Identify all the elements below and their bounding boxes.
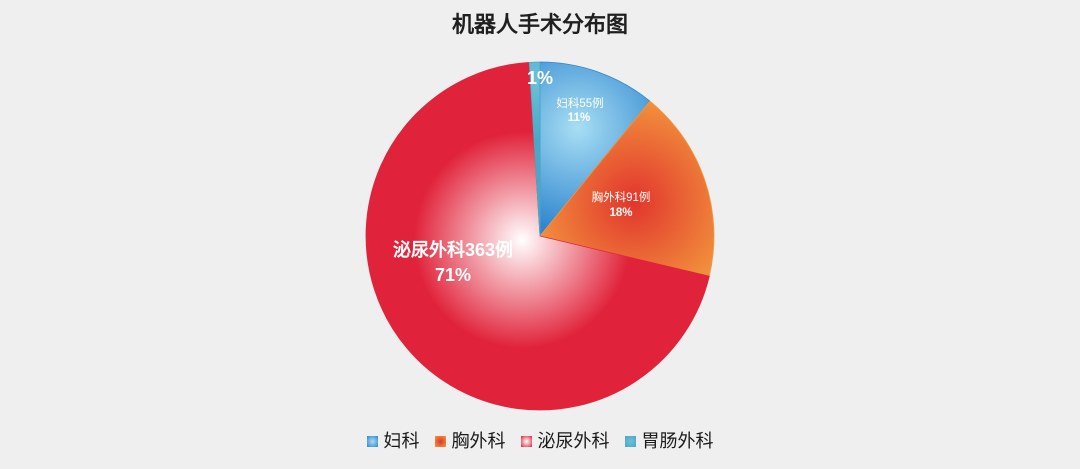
legend-label-gastrointestinal-surgery: 胃肠外科 [641, 431, 714, 451]
legend-marker-gastrointestinal-surgery [624, 435, 636, 447]
data-labels: 妇科55例 11% 胸外科91例 18% 泌尿外科363例 71% 1% [393, 68, 650, 285]
data-label-gastrointestinal-surgery-percent: 1% [527, 68, 553, 88]
pie-slice-thoracic-surgery [539, 100, 715, 277]
legend-label-thoracic-surgery: 胸外科 [451, 431, 506, 451]
legend-item-urology: 泌尿外科 [520, 429, 610, 453]
legend-marker-thoracic-surgery [434, 435, 446, 447]
data-label-thoracic-surgery-percent: 18% [609, 207, 632, 219]
data-label-urology-name: 泌尿外科363例 [393, 239, 513, 260]
pie-slice-gastrointestinal-surgery [528, 61, 541, 237]
legend-item-gynecology: 妇科 [366, 429, 420, 453]
legend-item-thoracic-surgery: 胸外科 [434, 429, 506, 453]
pie-slice-gynecology [539, 61, 651, 238]
legend-item-gastrointestinal-surgery: 胃肠外科 [624, 429, 714, 453]
pie-slices [365, 61, 715, 411]
legend-marker-gynecology [366, 435, 378, 447]
data-label-gynecology-name: 妇科55例 [556, 96, 603, 110]
chart-title: 机器人手术分布图 [451, 12, 628, 37]
legend-marker-urology [520, 435, 532, 447]
legend-label-urology: 泌尿外科 [537, 431, 610, 451]
legend-label-gynecology: 妇科 [383, 431, 420, 451]
data-label-thoracic-surgery-name: 胸外科91例 [592, 190, 651, 204]
data-label-urology-percent: 71% [435, 265, 471, 285]
data-label-gynecology-percent: 11% [568, 112, 590, 124]
pie-slice-urology [365, 61, 710, 411]
chart-legend: 妇科 胸外科 泌尿外科 胃肠外科 [0, 429, 1080, 453]
